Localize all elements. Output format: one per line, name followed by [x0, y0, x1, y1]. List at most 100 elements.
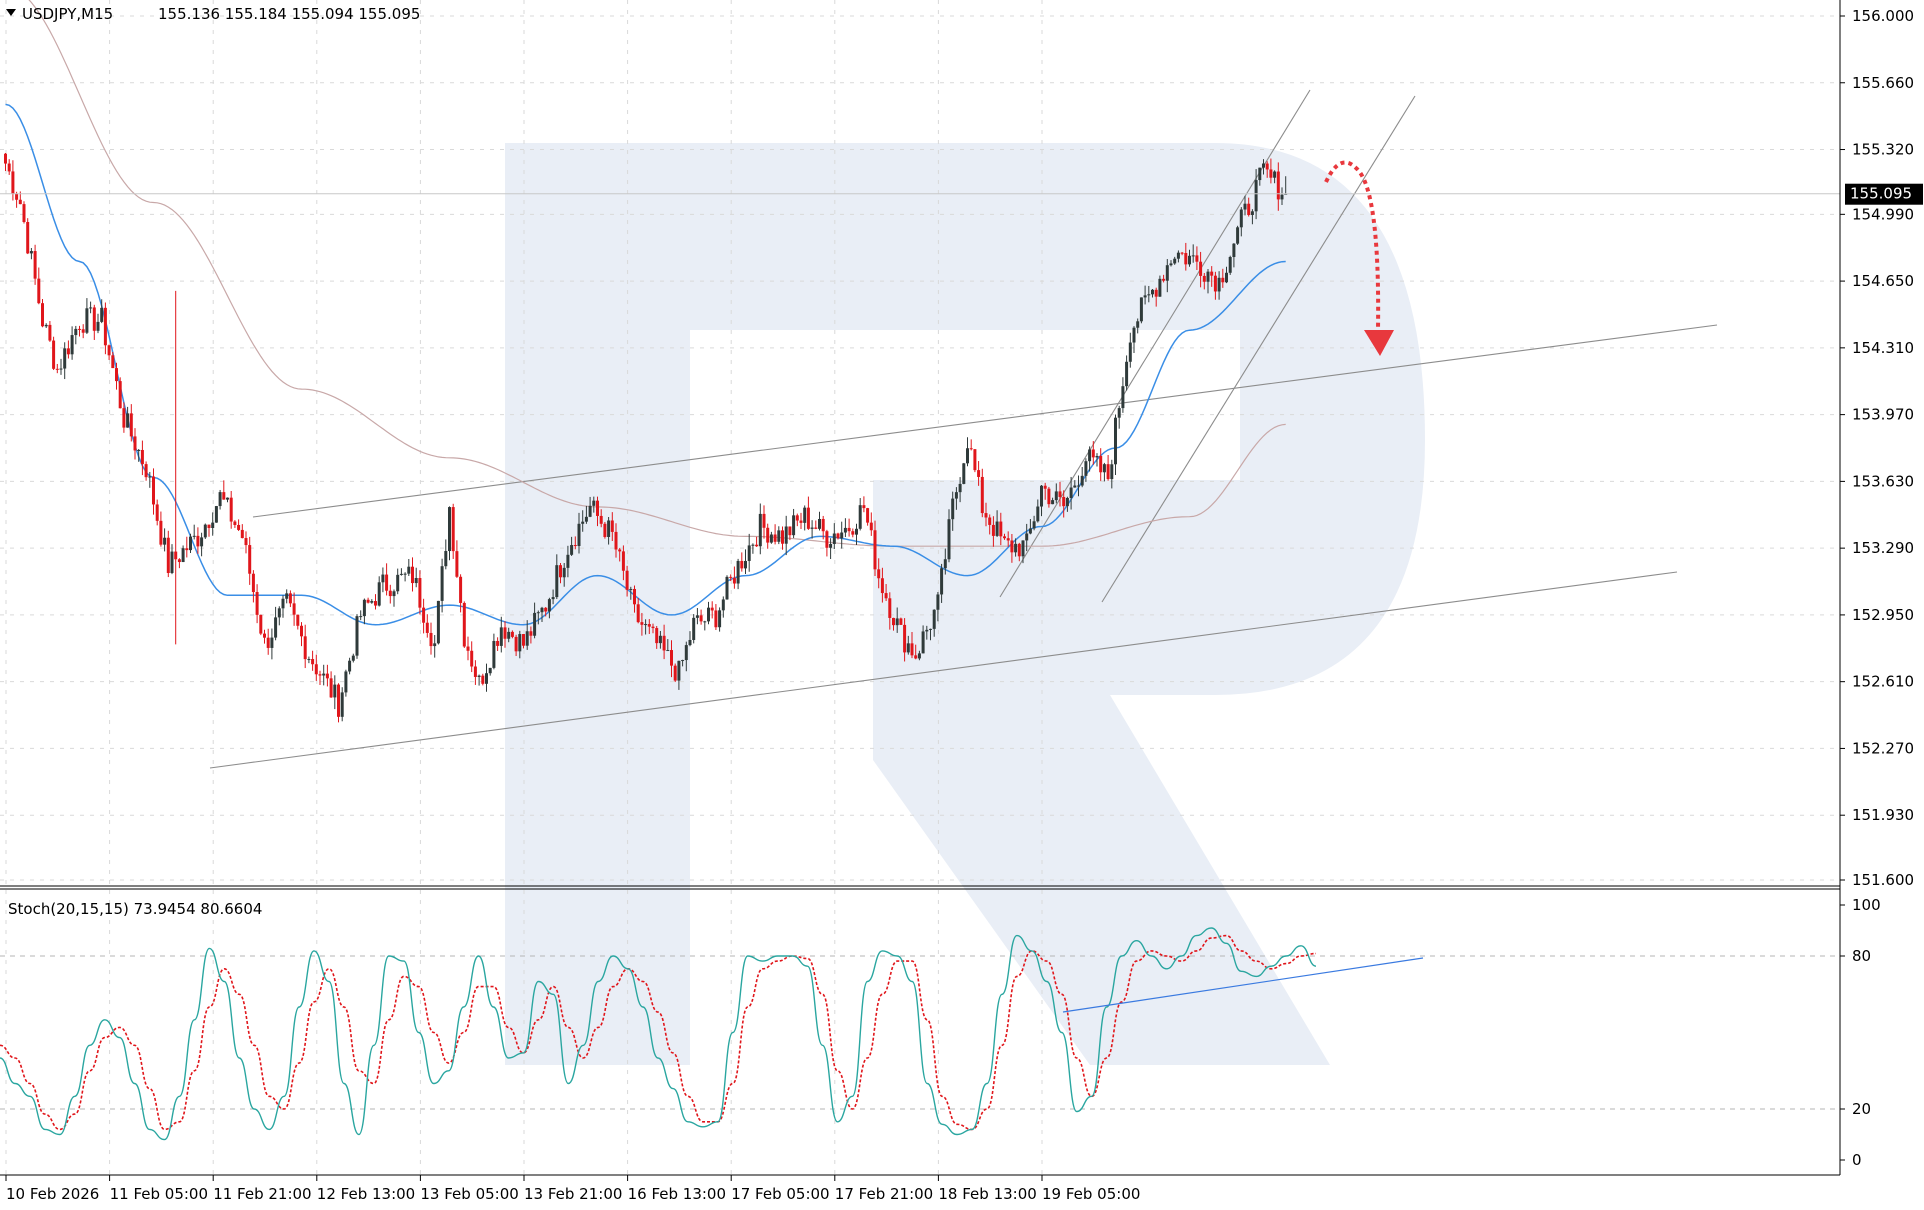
slow-moving-average-line	[28, 0, 1286, 547]
trendlines[interactable]	[209, 89, 1718, 769]
bearish-candle	[714, 610, 718, 628]
bearish-candle	[196, 535, 200, 547]
bearish-candle	[237, 524, 241, 530]
bearish-candle	[1199, 261, 1203, 276]
bullish-candle	[436, 600, 440, 644]
bullish-candle	[518, 634, 522, 652]
bullish-candle	[1065, 497, 1069, 507]
bearish-candle	[1106, 464, 1110, 480]
bearish-candle	[1184, 253, 1188, 265]
bullish-candle	[1036, 506, 1040, 522]
bullish-candle	[832, 533, 836, 544]
price-grid	[0, 0, 1840, 1175]
bearish-candle	[159, 520, 163, 545]
price-tick-label: 155.320	[1852, 141, 1914, 159]
bullish-candle	[536, 612, 540, 614]
bearish-candle	[7, 163, 11, 172]
bearish-candle	[55, 368, 59, 370]
bullish-candle	[444, 551, 448, 567]
bullish-candle	[63, 348, 67, 369]
bullish-candle	[274, 617, 278, 638]
bearish-candle	[651, 626, 655, 629]
price-tick-label: 153.970	[1852, 406, 1914, 424]
bullish-candle	[533, 612, 537, 636]
bullish-candle	[843, 527, 847, 533]
bearish-candle	[118, 381, 122, 409]
bearish-candle	[559, 565, 562, 578]
bearish-candle	[670, 650, 673, 666]
price-tick-label: 155.660	[1852, 74, 1914, 92]
bearish-candle	[41, 303, 44, 327]
bearish-candle	[599, 515, 603, 524]
bearish-candle	[755, 544, 759, 547]
bearish-candle	[496, 640, 500, 646]
bullish-candle	[947, 519, 951, 560]
bullish-candle	[1054, 491, 1058, 501]
bullish-candle	[1084, 461, 1088, 476]
bearish-candle	[185, 548, 189, 551]
time-axis[interactable]: 10 Feb 2026 11 Feb 05:00 11 Feb 21:00 12 Fe…	[5, 1175, 1140, 1203]
bearish-candle	[618, 549, 622, 552]
bullish-candle	[1025, 533, 1029, 541]
bullish-candle	[70, 335, 74, 355]
bullish-candle	[966, 448, 969, 464]
bearish-candle	[988, 517, 992, 525]
bearish-candle	[166, 537, 170, 574]
forecast-arrow	[1324, 160, 1394, 356]
channel-line[interactable]	[1101, 95, 1416, 603]
bullish-candle	[584, 516, 588, 522]
bearish-candle	[873, 530, 877, 570]
channel-line[interactable]	[209, 571, 1678, 769]
bullish-candle	[906, 643, 910, 653]
bearish-candle	[806, 507, 810, 529]
bullish-candle	[581, 521, 585, 524]
bullish-candle	[281, 598, 285, 609]
bearish-candle	[229, 497, 233, 522]
bearish-candle	[888, 598, 892, 618]
price-axis[interactable]: 156.000 155.660 155.320 154.990 154.650 154.3…	[1840, 7, 1914, 889]
bullish-candle	[189, 536, 192, 551]
bearish-candle	[633, 588, 636, 605]
bearish-candle	[522, 634, 525, 646]
triangle-down-icon[interactable]	[6, 9, 16, 16]
bullish-candle	[855, 528, 858, 535]
bullish-candle	[951, 498, 955, 520]
time-tick-label: 11 Feb 21:00	[213, 1185, 311, 1203]
price-tick-label: 152.610	[1852, 673, 1914, 691]
bearish-candle	[984, 513, 988, 518]
bearish-candle	[259, 614, 263, 634]
bullish-candle	[488, 667, 492, 674]
price-tick-label: 151.930	[1852, 806, 1914, 824]
bearish-candle	[248, 545, 252, 574]
bearish-candle	[788, 526, 792, 536]
bullish-candle	[725, 576, 729, 600]
bearish-candle	[903, 624, 907, 653]
oscillator-level-lines	[0, 955, 1840, 1110]
bullish-candle	[932, 609, 936, 629]
bearish-candle	[26, 222, 30, 254]
bullish-candle	[137, 449, 141, 451]
bearish-candle	[662, 635, 666, 651]
bullish-candle	[96, 321, 100, 331]
bullish-candle	[1143, 295, 1147, 298]
bearish-candle	[207, 524, 211, 528]
stochastic-support-line[interactable]	[1062, 957, 1424, 1013]
bearish-candle	[266, 637, 270, 648]
bullish-candle	[940, 568, 944, 595]
bearish-candle	[1154, 289, 1158, 297]
bullish-candle	[414, 578, 418, 584]
bearish-candle	[814, 527, 818, 529]
bullish-candle	[170, 551, 174, 574]
bearish-candle	[1017, 543, 1021, 557]
bearish-candle	[999, 521, 1003, 537]
bullish-candle	[214, 506, 218, 523]
bearish-candle	[473, 666, 477, 677]
bearish-candle	[329, 678, 333, 698]
channel-line[interactable]	[252, 324, 1718, 518]
price-tick-label: 154.990	[1852, 205, 1914, 223]
bullish-candle	[540, 607, 544, 613]
bullish-candle	[270, 637, 274, 648]
bearish-candle	[325, 673, 329, 679]
